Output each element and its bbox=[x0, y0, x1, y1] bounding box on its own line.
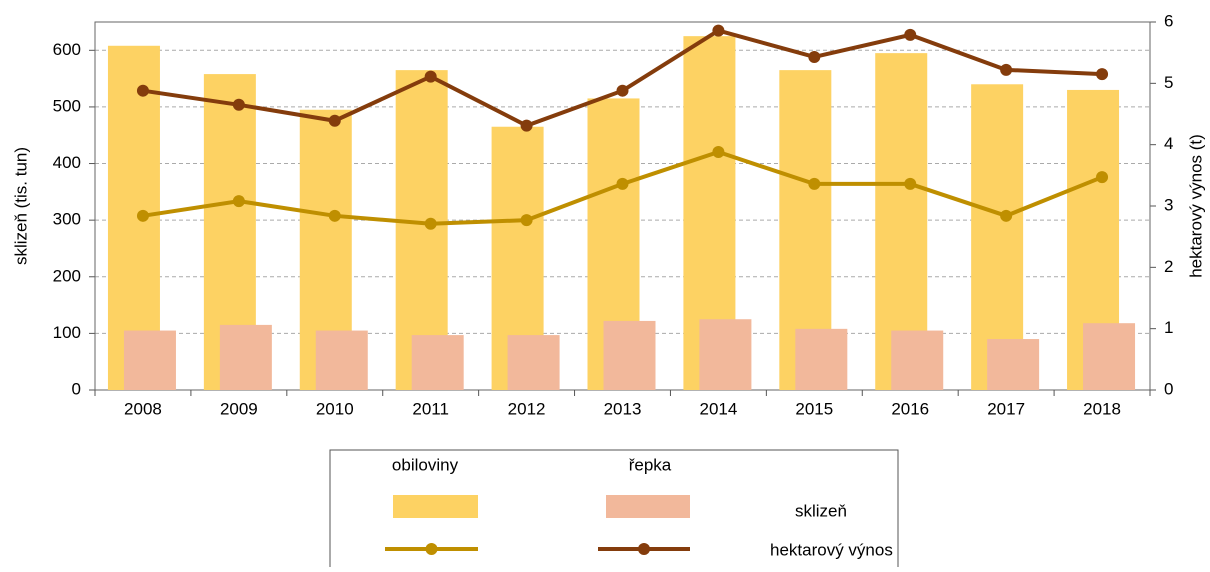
y2-tick-label: 3 bbox=[1164, 195, 1173, 214]
marker bbox=[328, 114, 341, 127]
marker bbox=[904, 28, 917, 41]
marker bbox=[616, 84, 629, 97]
y2-tick-label: 5 bbox=[1164, 73, 1173, 92]
marker bbox=[1096, 68, 1109, 81]
x-tick-label: 2011 bbox=[412, 399, 449, 418]
x-tick-label: 2013 bbox=[604, 399, 642, 418]
x-tick-label: 2015 bbox=[795, 399, 833, 418]
y2-axis-title: hektarový výnos (t) bbox=[1186, 134, 1205, 278]
x-tick-label: 2009 bbox=[220, 399, 258, 418]
marker bbox=[904, 177, 917, 190]
bar bbox=[987, 339, 1040, 390]
legend-column: obiloviny bbox=[392, 455, 459, 474]
x-tick-label: 2016 bbox=[891, 399, 929, 418]
x-tick-label: 2010 bbox=[316, 399, 354, 418]
y-tick-label: 0 bbox=[72, 379, 81, 398]
legend-marker bbox=[638, 543, 650, 555]
x-tick-label: 2012 bbox=[508, 399, 546, 418]
y2-tick-label: 1 bbox=[1164, 318, 1173, 337]
x-tick-label: 2017 bbox=[987, 399, 1025, 418]
marker bbox=[712, 146, 725, 159]
bar bbox=[411, 335, 464, 390]
legend-marker bbox=[425, 543, 438, 555]
marker bbox=[1096, 171, 1109, 184]
y-tick-label: 300 bbox=[53, 210, 81, 229]
marker bbox=[424, 70, 437, 83]
y2-tick-label: 0 bbox=[1164, 379, 1173, 398]
marker bbox=[424, 217, 437, 230]
marker bbox=[520, 214, 533, 227]
marker bbox=[136, 84, 149, 97]
y2-tick-label: 4 bbox=[1164, 134, 1173, 153]
bar bbox=[219, 324, 272, 390]
y-tick-label: 500 bbox=[53, 96, 81, 115]
legend-row: sklizeň bbox=[795, 501, 847, 520]
marker bbox=[328, 209, 341, 222]
bar bbox=[1083, 323, 1136, 390]
x-tick-label: 2008 bbox=[124, 399, 162, 418]
marker bbox=[520, 119, 533, 132]
y2-tick-label: 2 bbox=[1164, 257, 1173, 276]
marker bbox=[1000, 63, 1013, 76]
legend-swatch bbox=[606, 495, 690, 518]
legend-column: řepka bbox=[629, 455, 672, 474]
bar bbox=[603, 320, 656, 390]
marker bbox=[1000, 209, 1013, 222]
marker bbox=[808, 50, 821, 63]
x-tick-label: 2014 bbox=[699, 399, 737, 418]
marker bbox=[232, 195, 245, 208]
y-tick-label: 400 bbox=[53, 153, 81, 172]
bar bbox=[699, 319, 752, 390]
bar bbox=[795, 328, 848, 390]
bar bbox=[891, 330, 944, 390]
marker bbox=[136, 209, 149, 222]
y2-tick-label: 6 bbox=[1164, 11, 1173, 30]
bar bbox=[507, 335, 560, 390]
y-axis-title: sklizeň (tis. tun) bbox=[11, 147, 30, 265]
bar bbox=[315, 330, 368, 390]
marker bbox=[232, 98, 245, 111]
y-tick-label: 200 bbox=[53, 266, 81, 285]
marker bbox=[616, 177, 629, 190]
y-tick-label: 600 bbox=[53, 40, 81, 59]
marker bbox=[808, 177, 821, 190]
legend-swatch bbox=[393, 495, 478, 518]
x-tick-label: 2018 bbox=[1083, 399, 1121, 418]
y-tick-label: 100 bbox=[53, 323, 81, 342]
legend-row: hektarový výnos bbox=[770, 540, 893, 559]
bar bbox=[123, 330, 176, 390]
marker bbox=[712, 24, 725, 37]
